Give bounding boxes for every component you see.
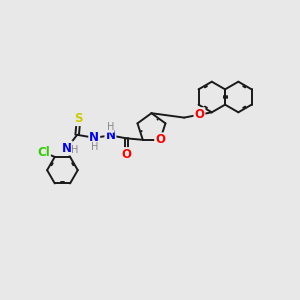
Text: O: O	[194, 108, 204, 121]
Text: H: H	[71, 145, 79, 154]
Text: Cl: Cl	[37, 146, 50, 159]
Text: N: N	[62, 142, 72, 154]
Text: O: O	[122, 148, 132, 161]
Text: N: N	[105, 129, 116, 142]
Text: H: H	[107, 122, 114, 132]
Text: N: N	[89, 131, 99, 144]
Text: O: O	[155, 133, 165, 146]
Text: H: H	[91, 142, 98, 152]
Text: S: S	[74, 112, 83, 125]
